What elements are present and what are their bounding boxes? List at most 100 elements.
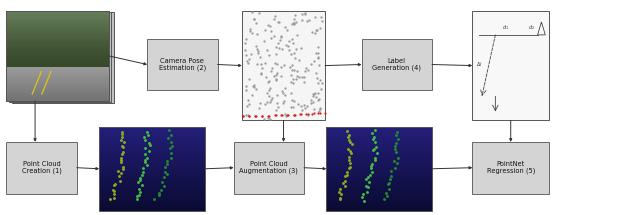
- Point: [255, 72, 266, 75]
- Point: [289, 99, 300, 103]
- Point: [369, 135, 380, 138]
- Point: [291, 69, 301, 72]
- Point: [287, 98, 297, 102]
- Bar: [326, 127, 432, 130]
- Point: [392, 130, 402, 134]
- Point: [268, 96, 278, 100]
- Point: [271, 73, 282, 77]
- Point: [297, 12, 307, 15]
- Point: [311, 95, 321, 99]
- Point: [286, 80, 296, 84]
- Bar: [6, 97, 109, 99]
- Point: [262, 91, 272, 94]
- Bar: [326, 191, 432, 194]
- Point: [252, 47, 262, 51]
- Point: [296, 47, 307, 50]
- Point: [117, 130, 127, 134]
- Bar: [6, 33, 109, 35]
- Point: [266, 36, 276, 40]
- Point: [266, 29, 276, 32]
- Point: [297, 75, 307, 78]
- Point: [308, 100, 318, 103]
- Point: [262, 100, 273, 103]
- Point: [357, 195, 367, 199]
- Point: [132, 198, 142, 201]
- Point: [362, 175, 372, 179]
- Point: [160, 170, 170, 174]
- Bar: [99, 197, 205, 200]
- Point: [371, 145, 381, 148]
- Point: [136, 183, 147, 186]
- Point: [298, 18, 308, 21]
- Point: [391, 151, 401, 154]
- Point: [306, 98, 316, 102]
- Point: [108, 188, 118, 191]
- Bar: [6, 22, 109, 24]
- Point: [311, 71, 321, 74]
- Point: [117, 132, 127, 136]
- Point: [271, 78, 281, 82]
- Point: [316, 82, 326, 85]
- Bar: [99, 188, 205, 191]
- Point: [274, 46, 284, 50]
- Bar: [6, 51, 109, 54]
- Point: [291, 77, 301, 80]
- Point: [313, 99, 323, 102]
- Point: [367, 171, 377, 174]
- Point: [314, 63, 324, 66]
- Point: [250, 114, 260, 118]
- Point: [166, 152, 176, 155]
- Point: [296, 104, 307, 107]
- Bar: [6, 42, 109, 45]
- Point: [313, 81, 323, 84]
- Bar: [99, 152, 205, 155]
- Point: [266, 66, 276, 69]
- Point: [240, 41, 250, 45]
- Point: [140, 138, 150, 141]
- Point: [266, 99, 276, 102]
- Point: [379, 197, 389, 201]
- Bar: [326, 141, 432, 144]
- Point: [242, 104, 252, 108]
- Point: [303, 68, 314, 72]
- Text: $\Delta i$: $\Delta i$: [476, 60, 482, 68]
- Point: [277, 89, 287, 92]
- Bar: [326, 169, 432, 172]
- Point: [384, 188, 394, 191]
- Point: [245, 28, 255, 31]
- Point: [289, 113, 299, 117]
- Point: [261, 75, 271, 79]
- Point: [117, 144, 127, 148]
- Point: [115, 161, 125, 164]
- Bar: [6, 67, 109, 69]
- Point: [140, 146, 150, 150]
- Point: [280, 25, 291, 29]
- Bar: [6, 35, 109, 38]
- Bar: [6, 11, 109, 101]
- Point: [367, 131, 377, 135]
- Point: [281, 115, 291, 118]
- Point: [294, 59, 304, 62]
- Point: [342, 170, 352, 174]
- Point: [253, 106, 264, 110]
- Point: [364, 180, 374, 183]
- Point: [262, 48, 273, 52]
- Point: [270, 114, 280, 117]
- Point: [118, 151, 129, 154]
- Point: [300, 106, 310, 110]
- Bar: [6, 45, 109, 47]
- Point: [286, 73, 296, 77]
- Point: [365, 166, 376, 169]
- Point: [116, 156, 126, 160]
- Point: [314, 110, 324, 113]
- Bar: [99, 202, 205, 205]
- Point: [159, 176, 169, 179]
- Point: [250, 44, 260, 47]
- Point: [143, 134, 153, 137]
- Point: [265, 117, 275, 120]
- Point: [301, 20, 312, 23]
- Point: [164, 128, 174, 132]
- Point: [273, 20, 283, 23]
- Point: [252, 33, 262, 36]
- Point: [243, 61, 253, 65]
